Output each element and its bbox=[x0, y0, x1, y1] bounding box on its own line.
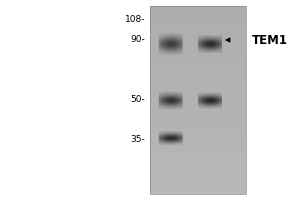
Text: TEM1: TEM1 bbox=[252, 33, 288, 46]
Text: 90-: 90- bbox=[131, 36, 146, 45]
Text: 50-: 50- bbox=[131, 96, 146, 104]
Bar bbox=[150, 6, 246, 194]
Text: 35-: 35- bbox=[131, 136, 146, 144]
Text: 108-: 108- bbox=[125, 16, 146, 24]
